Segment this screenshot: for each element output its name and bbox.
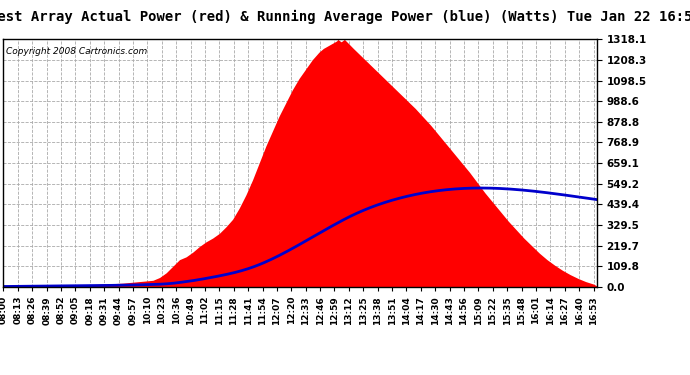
- Text: Copyright 2008 Cartronics.com: Copyright 2008 Cartronics.com: [6, 47, 148, 56]
- Text: West Array Actual Power (red) & Running Average Power (blue) (Watts) Tue Jan 22 : West Array Actual Power (red) & Running …: [0, 9, 690, 24]
